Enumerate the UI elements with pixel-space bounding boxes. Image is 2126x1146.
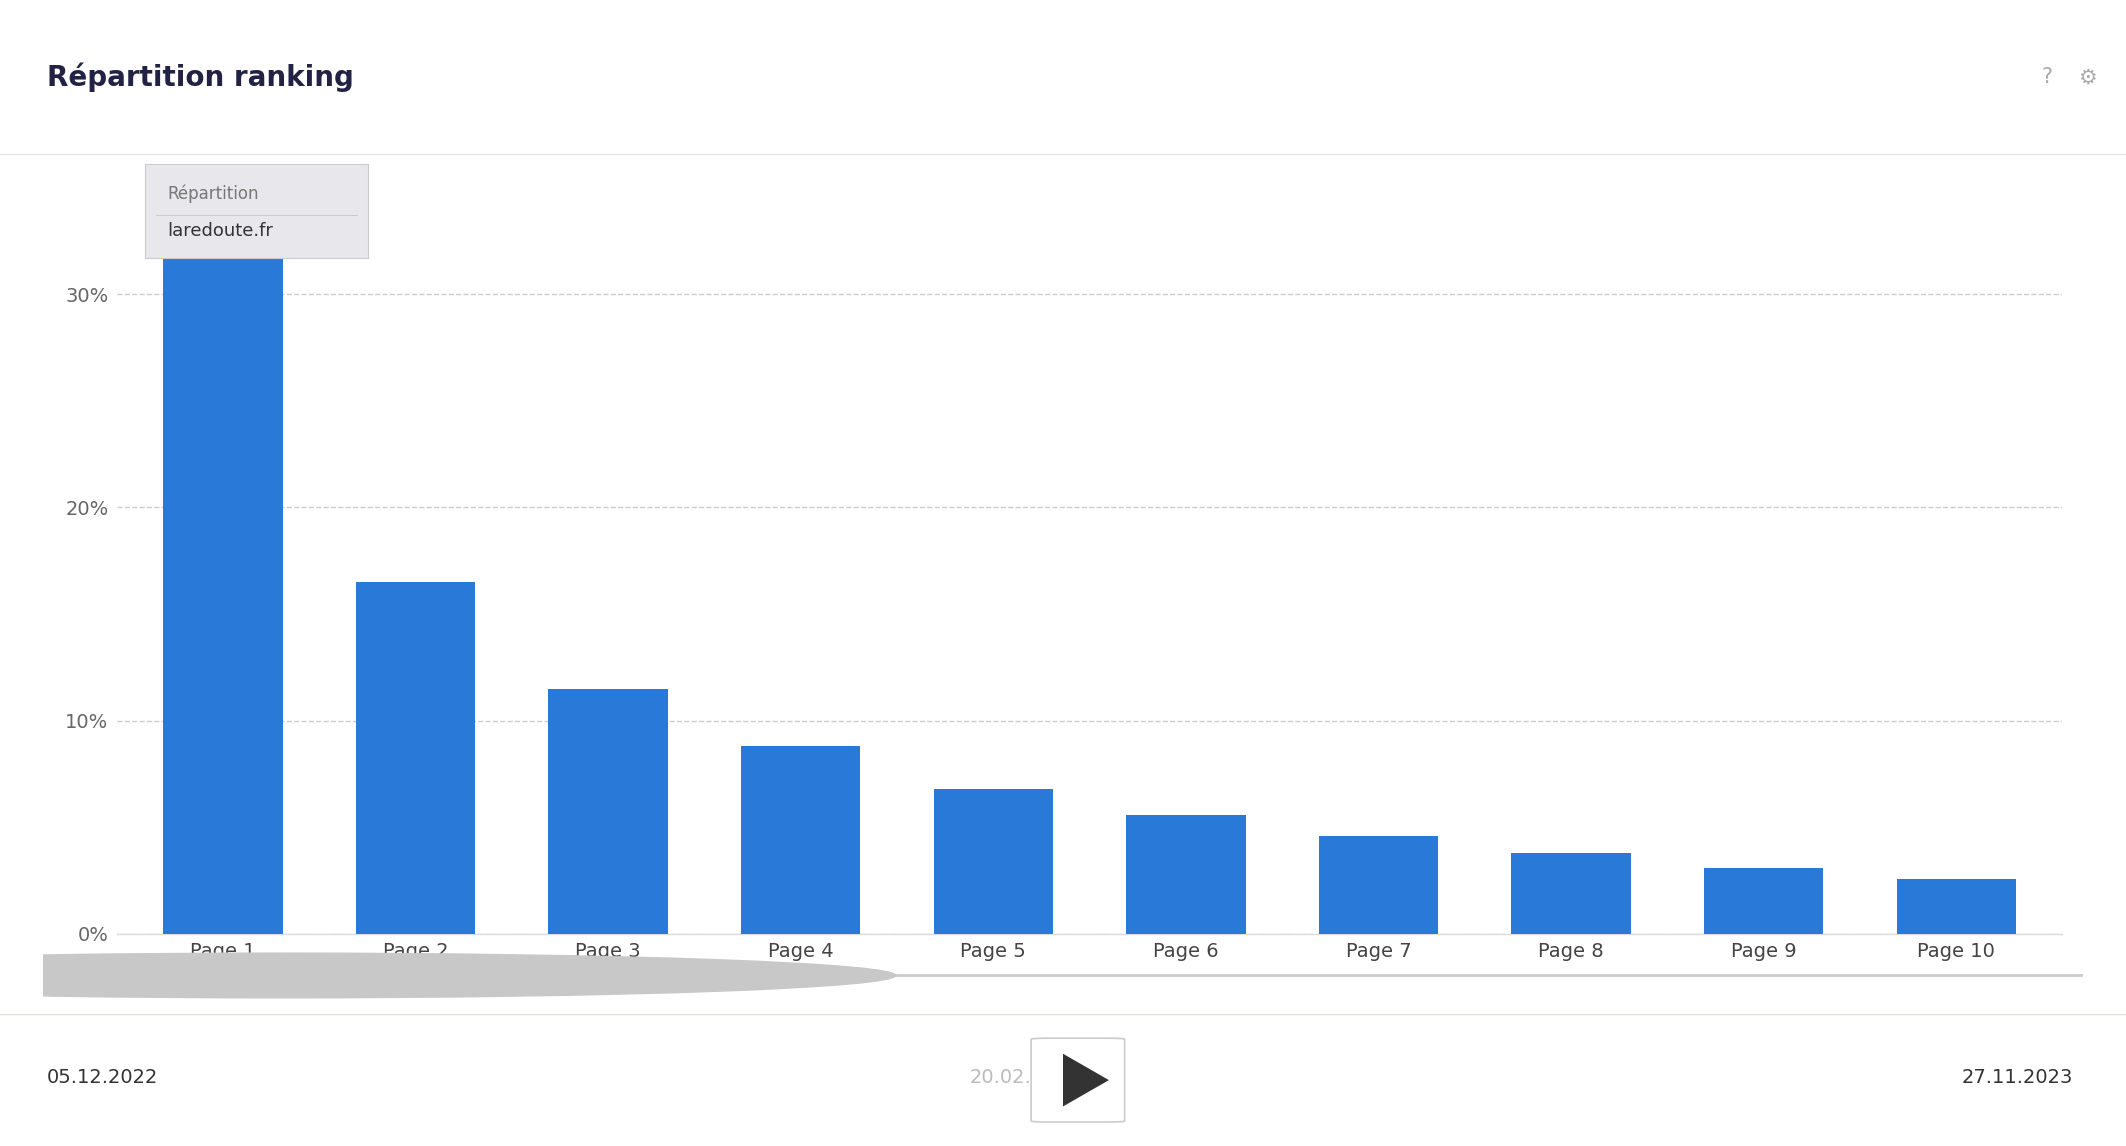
Text: 05.12.2022: 05.12.2022 xyxy=(47,1068,157,1086)
Polygon shape xyxy=(1063,1054,1110,1107)
Bar xyxy=(355,582,476,934)
Bar xyxy=(742,746,861,934)
Text: 20.02.2023: 20.02.2023 xyxy=(969,1068,1080,1086)
Bar xyxy=(1512,853,1631,934)
Text: Répartition ranking: Répartition ranking xyxy=(47,63,353,92)
Text: laredoute.fr: laredoute.fr xyxy=(168,222,272,241)
FancyBboxPatch shape xyxy=(1031,1038,1125,1122)
Text: ?: ? xyxy=(2041,68,2054,87)
Bar xyxy=(933,788,1052,934)
Bar xyxy=(1127,815,1246,934)
Bar xyxy=(549,689,668,934)
Circle shape xyxy=(0,953,895,998)
Text: Répartition: Répartition xyxy=(168,185,259,203)
Bar xyxy=(164,220,283,934)
Bar xyxy=(1896,879,2015,934)
Text: 27.11.2023: 27.11.2023 xyxy=(1962,1068,2073,1086)
Bar xyxy=(1703,868,1824,934)
Bar xyxy=(1318,835,1437,934)
Text: ⚙: ⚙ xyxy=(2079,68,2096,87)
